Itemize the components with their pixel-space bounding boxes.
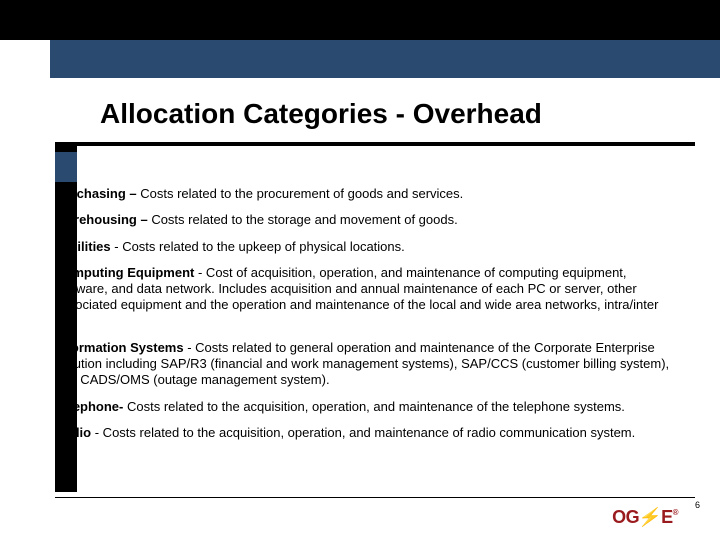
term: Facilities — [55, 239, 111, 254]
desc: Costs related to the procurement of good… — [137, 186, 464, 201]
term: Information Systems — [55, 340, 184, 355]
header-black-bar — [0, 0, 720, 40]
term: Computing Equipment — [55, 265, 194, 280]
footer-divider — [55, 497, 695, 499]
term: Telephone- — [55, 399, 123, 414]
item-facilities: Facilities - Costs related to the upkeep… — [55, 239, 680, 255]
item-purchasing: Purchasing – Costs related to the procur… — [55, 186, 680, 202]
desc: - Costs related to the acquisition, oper… — [91, 425, 635, 440]
term: Purchasing – — [55, 186, 137, 201]
slide-title-area: Allocation Categories - Overhead — [100, 98, 660, 130]
oge-logo: OG⚡E® — [612, 507, 678, 528]
header-navy-bar — [50, 40, 720, 78]
term: Warehousing – — [55, 212, 148, 227]
desc: Costs related to the storage and movemen… — [148, 212, 458, 227]
content-area: Purchasing – Costs related to the procur… — [55, 186, 680, 451]
item-warehousing: Warehousing – Costs related to the stora… — [55, 212, 680, 228]
desc: - Costs related to the upkeep of physica… — [111, 239, 405, 254]
item-information-systems: Information Systems - Costs related to g… — [55, 340, 680, 389]
term: Radio — [55, 425, 91, 440]
side-navy-bar — [55, 152, 77, 182]
page-number: 6 — [695, 500, 700, 510]
item-radio: Radio - Costs related to the acquisition… — [55, 425, 680, 441]
item-telephone: Telephone- Costs related to the acquisit… — [55, 399, 680, 415]
title-underline — [55, 142, 695, 146]
slide-title: Allocation Categories - Overhead — [100, 98, 660, 130]
item-computing-equipment: Computing Equipment - Cost of acquisitio… — [55, 265, 680, 330]
desc: Costs related to the acquisition, operat… — [123, 399, 625, 414]
